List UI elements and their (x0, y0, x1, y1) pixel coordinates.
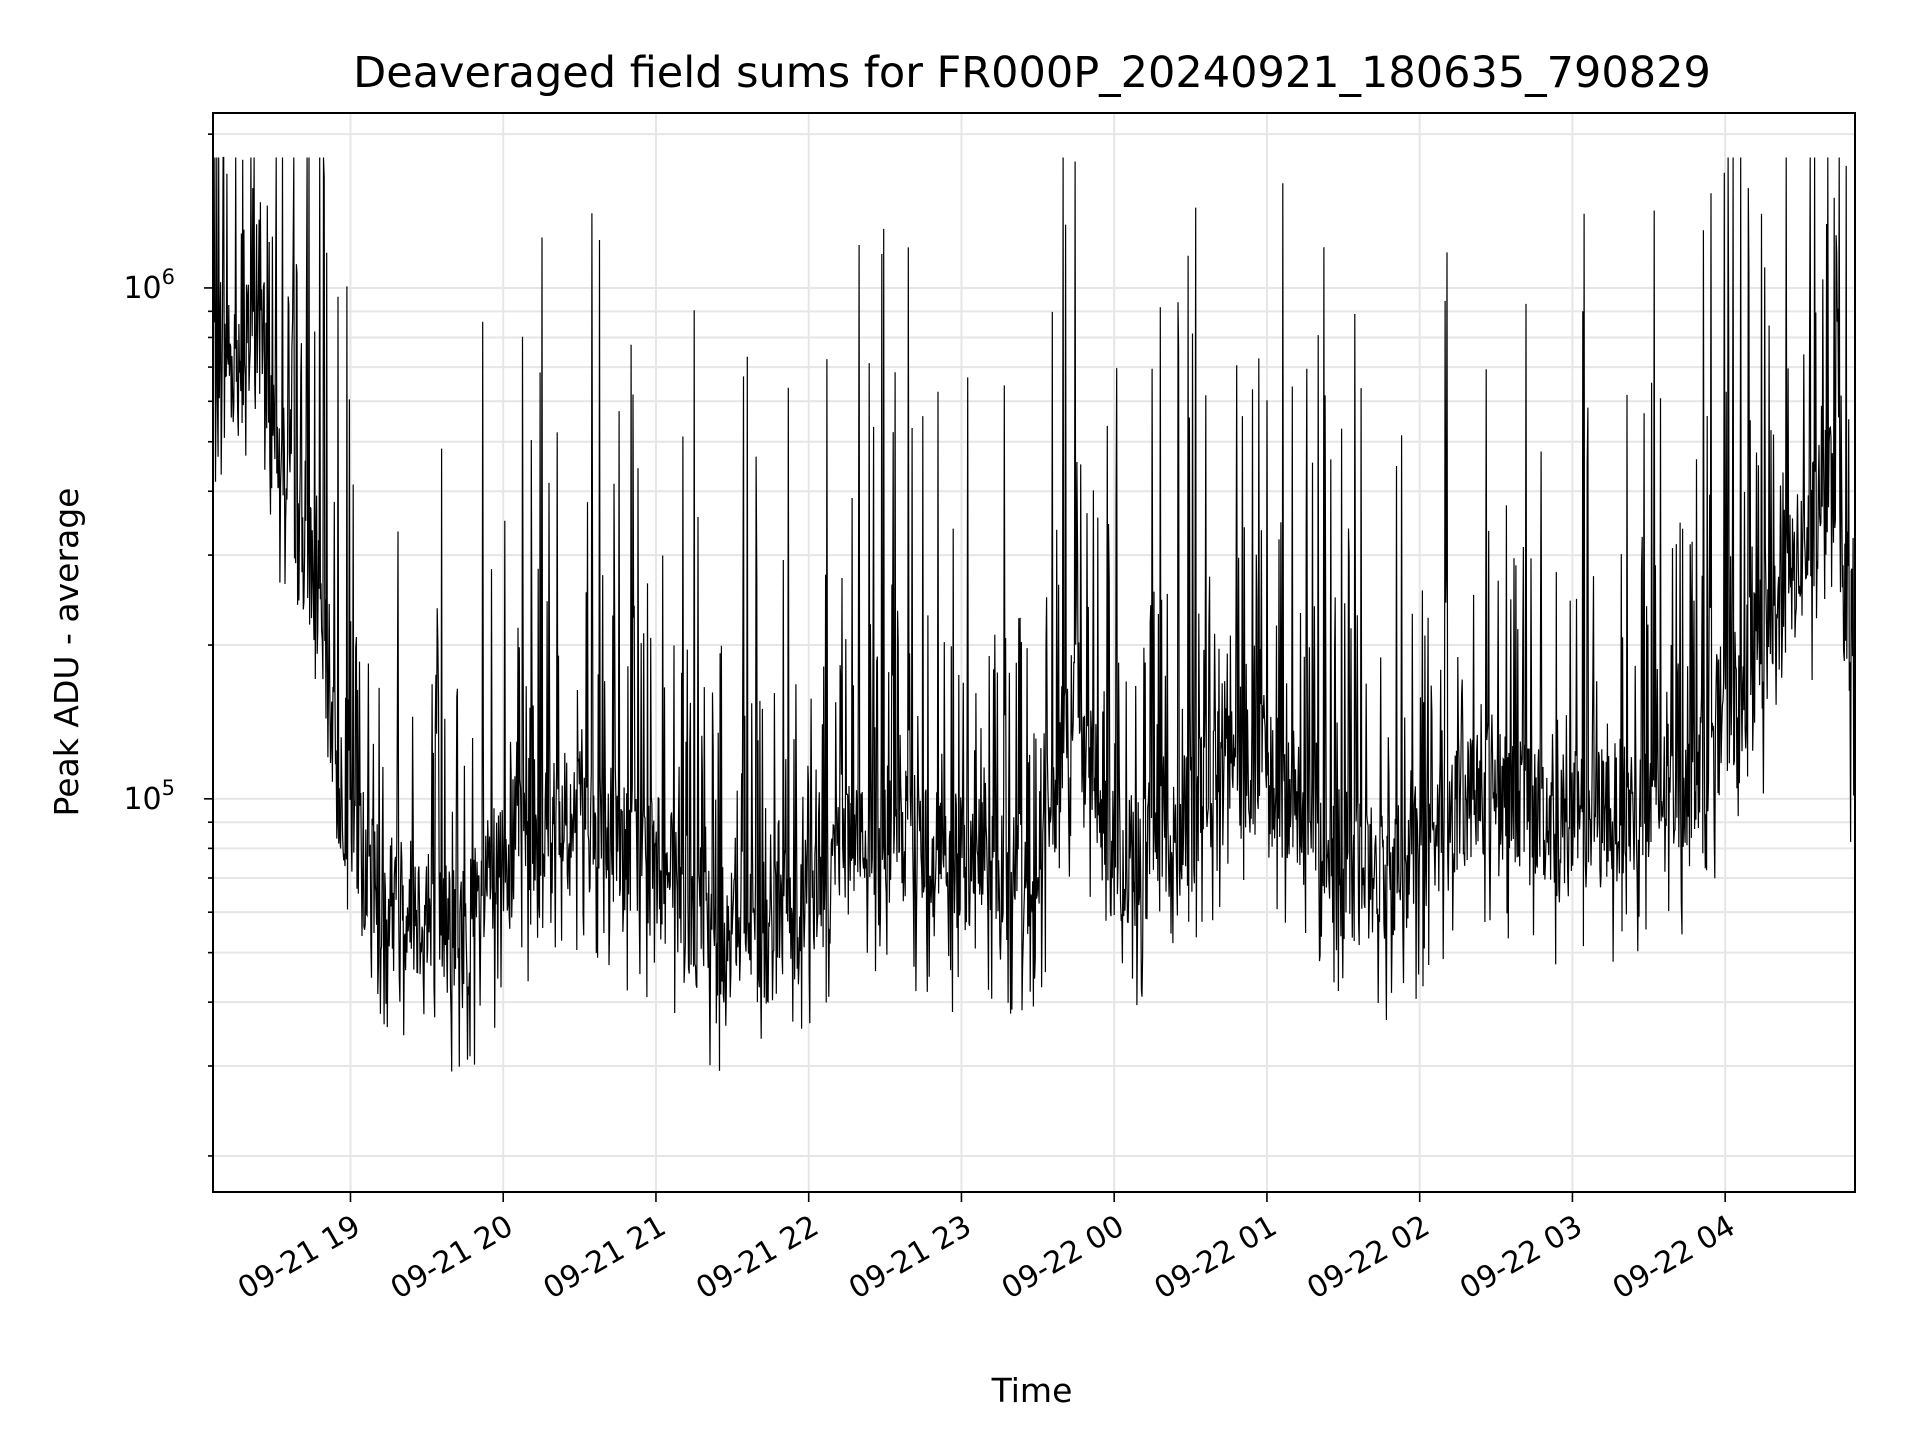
chart-title: Deaveraged field sums for FR000P_2024092… (353, 48, 1711, 98)
y-tick-label: 105 (123, 776, 175, 817)
series-line (213, 156, 1855, 1072)
plot-area (213, 156, 1855, 1072)
plot-frame (212, 112, 1856, 1193)
y-grid (213, 133, 1855, 1157)
x-grid (349, 113, 1727, 1192)
y-tick-label: 106 (123, 265, 175, 306)
x-axis-title: Time (991, 1371, 1073, 1410)
y-axis-title: Peak ADU - average (47, 488, 86, 817)
y-axis: 105 106 (123, 133, 213, 1157)
